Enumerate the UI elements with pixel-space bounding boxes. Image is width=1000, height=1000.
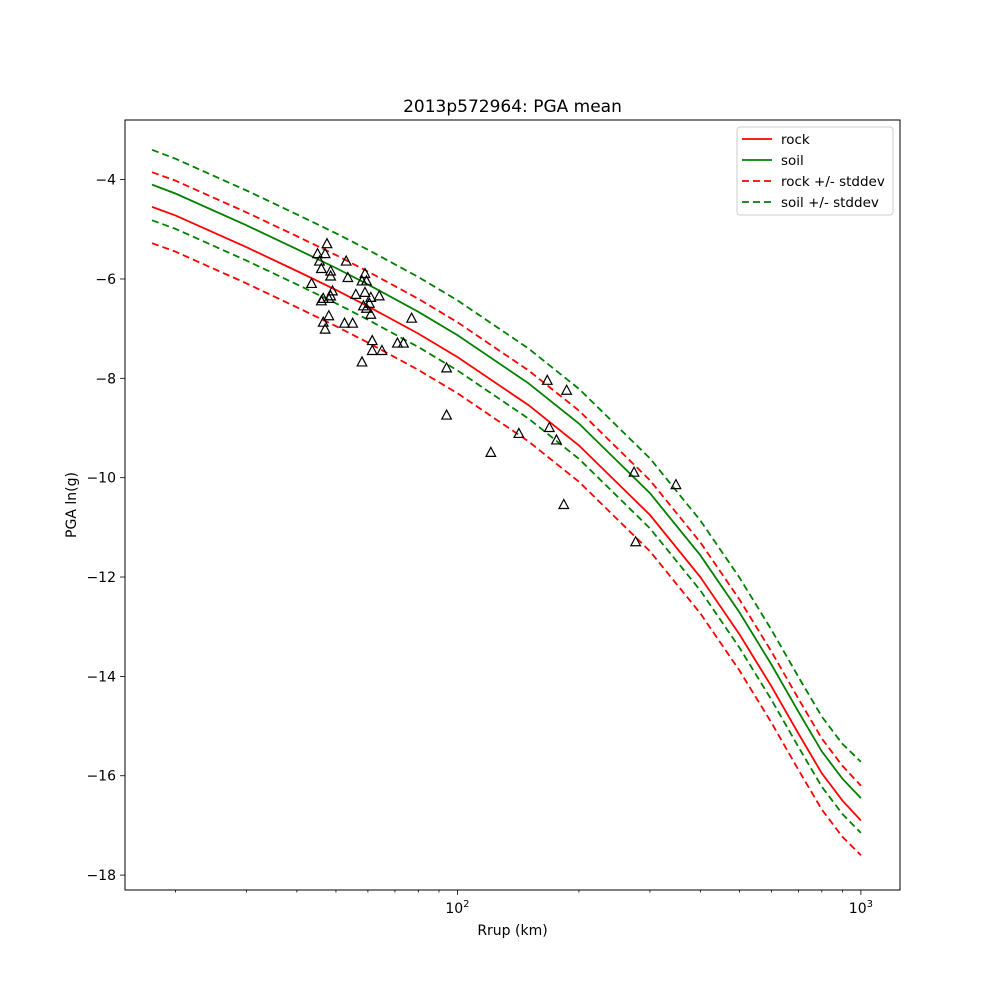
observation-point [397, 336, 410, 348]
observation-point [543, 421, 556, 433]
observation-point [405, 311, 418, 323]
observation-point [440, 408, 453, 420]
chart-title: 2013p572964: PGA mean [403, 97, 622, 117]
x-tick-label: 103 [849, 899, 873, 917]
observation-point [365, 291, 377, 302]
observation-point [373, 289, 386, 301]
observation-point [356, 355, 368, 367]
observation-point [366, 344, 379, 356]
observation-point [363, 297, 376, 308]
observation-point [317, 292, 330, 303]
observation-point [319, 322, 331, 334]
legend-frame [736, 126, 894, 216]
y-axis-label: PGA ln(g) [64, 472, 80, 538]
legend-label: soil +/- stddev [781, 195, 879, 211]
observation-point [319, 247, 331, 259]
observation-point [541, 374, 554, 385]
y-tick-label: −10 [86, 471, 116, 487]
y-tick-label: −4 [95, 173, 116, 189]
series-soil-stddev-upper-line [151, 148, 862, 763]
x-tick-label: 102 [445, 899, 469, 917]
legend: rock soil rock +/- stddev soil +/- stddev [736, 126, 894, 216]
observation-point [324, 264, 337, 276]
observation-point [670, 478, 682, 490]
series-rock-line [151, 206, 862, 822]
observation-point [360, 274, 373, 286]
observation-point [315, 262, 328, 274]
observation-point [311, 247, 324, 259]
observation-point [513, 427, 525, 439]
observation-point [338, 316, 351, 328]
observation-point [346, 316, 359, 328]
axes-frame [124, 119, 901, 891]
observation-point [557, 498, 570, 510]
observation-point [326, 284, 339, 296]
observation-point [340, 254, 352, 266]
observation-point [321, 237, 333, 249]
observation-point [376, 344, 388, 356]
observation-point [365, 307, 377, 319]
observation-point [350, 288, 362, 299]
observation-point [342, 271, 354, 283]
observation-point [629, 535, 642, 547]
y-tick-label: −6 [95, 272, 116, 288]
legend-label: rock +/- stddev [781, 174, 885, 190]
y-tick-label: −16 [86, 769, 116, 785]
x-axis: 102 103 [175, 890, 873, 917]
x-axis-label: Rrup (km) [477, 923, 547, 939]
y-tick-label: −18 [86, 868, 116, 884]
observation-point [305, 277, 318, 289]
y-axis: −4 −6 −8 −10 −12 −14 −16 −18 [86, 173, 125, 884]
observation-point [391, 336, 404, 348]
observation-point [628, 465, 640, 477]
observation-point [317, 315, 330, 327]
plot-area [151, 148, 862, 856]
observation-point [313, 254, 326, 266]
y-tick-label: −12 [86, 570, 116, 586]
legend-label: soil [781, 153, 804, 169]
series-rock-stddev-upper-line [151, 171, 862, 787]
series-band-lower-line [151, 219, 862, 834]
series-band-lower-line [151, 242, 862, 856]
observation-point [560, 383, 573, 395]
observation-point [359, 286, 371, 297]
y-tick-label: −14 [86, 669, 116, 685]
observation-point [550, 433, 563, 445]
legend-label: rock [781, 132, 810, 148]
y-tick-label: −8 [95, 371, 116, 387]
observation-point [323, 309, 335, 321]
series-soil-line [151, 183, 862, 799]
observation-point [440, 361, 453, 373]
observation-point [485, 446, 497, 457]
